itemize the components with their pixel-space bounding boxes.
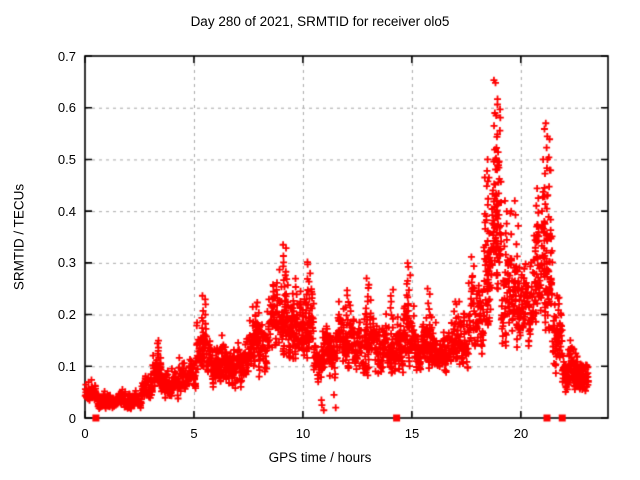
x-tick-label: 10 xyxy=(295,426,311,441)
chart-title: Day 280 of 2021, SRMTID for receiver olo… xyxy=(190,14,450,29)
y-tick-label: 0.4 xyxy=(57,204,76,219)
x-tick-label: 0 xyxy=(81,426,89,441)
y-axis-label: SRMTID / TECUs xyxy=(11,183,27,291)
x-axis-label: GPS time / hours xyxy=(268,450,372,465)
y-tick-label: 0.6 xyxy=(57,100,76,115)
x-tick-label: 15 xyxy=(404,426,420,441)
y-tick-label: 0.3 xyxy=(57,255,76,270)
y-tick-label: 0.5 xyxy=(57,152,76,167)
y-tick-label: 0.2 xyxy=(57,307,76,322)
y-tick-label: 0.7 xyxy=(57,49,76,64)
y-tick-label: 0.1 xyxy=(57,359,76,374)
x-tick-label: 20 xyxy=(513,426,529,441)
x-tick-label: 5 xyxy=(190,426,198,441)
y-tick-label: 0 xyxy=(68,411,76,426)
